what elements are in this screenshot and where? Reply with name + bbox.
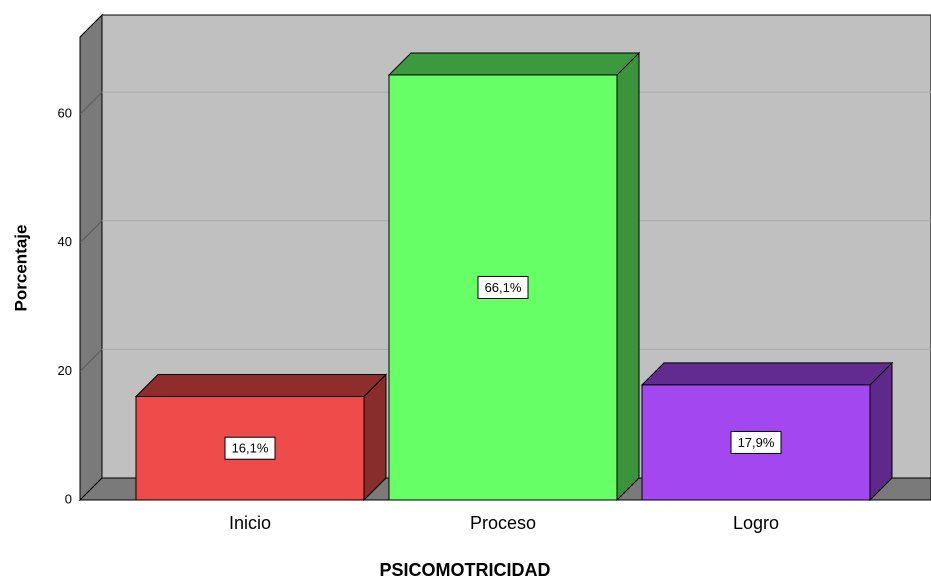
value-label-box — [224, 436, 276, 460]
y-axis-label: Porcentaje — [11, 225, 30, 312]
grid-line — [79, 91, 103, 115]
y-tick-label: 0 — [65, 491, 72, 506]
value-label-box — [477, 275, 529, 299]
bar-side — [616, 51, 640, 502]
y-tick-label: 60 — [58, 106, 72, 121]
bar-top — [134, 373, 388, 397]
bar-top — [387, 52, 641, 76]
y-tick-label: 40 — [58, 234, 72, 249]
grid-line — [79, 349, 103, 372]
x-tick-label: Inicio — [229, 513, 271, 533]
value-label-box — [730, 430, 782, 454]
x-tick-label: Logro — [733, 513, 779, 533]
value-label: 16,1% — [232, 441, 269, 456]
x-axis-label: PSICOMOTRICIDAD — [380, 560, 551, 580]
bar-side — [869, 361, 893, 502]
side-wall — [79, 13, 103, 502]
y-tick-label: 20 — [58, 363, 72, 378]
x-tick-label: Proceso — [470, 513, 536, 533]
value-label: 17,9% — [738, 435, 775, 450]
value-label: 66,1% — [485, 280, 522, 295]
grid-line — [79, 220, 103, 244]
bar-top — [640, 362, 894, 386]
